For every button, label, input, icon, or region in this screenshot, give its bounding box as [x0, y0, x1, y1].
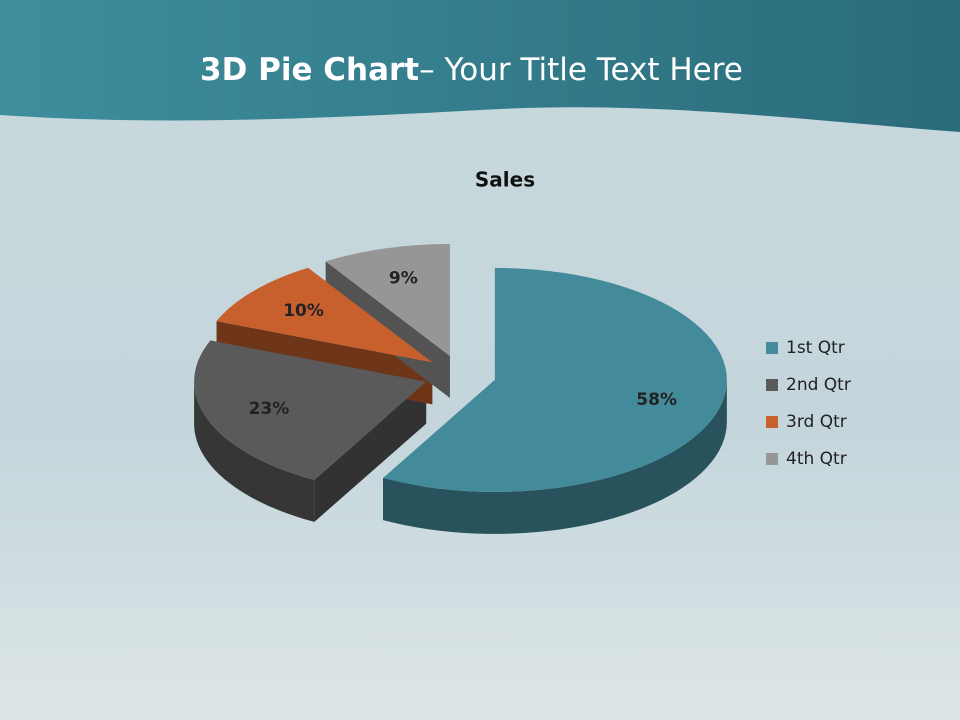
slice	[383, 267, 727, 492]
data-labels: 58% 23% 10% 9%	[249, 269, 677, 419]
title-rest: – Your Title Text Here	[419, 52, 743, 88]
legend-label: 3rd Qtr	[786, 412, 847, 432]
legend-swatch	[766, 416, 778, 428]
slice-outer-wall	[383, 379, 727, 534]
pie: 58% 23% 10% 9%	[194, 243, 727, 534]
legend-label: 2nd Qtr	[786, 375, 851, 395]
data-label: 58%	[636, 390, 677, 410]
title-band	[0, 0, 960, 132]
slice	[216, 267, 433, 363]
title-bold: 3D Pie Chart	[200, 52, 419, 88]
data-label: 10%	[283, 301, 324, 321]
data-label: 23%	[249, 399, 290, 419]
slice	[194, 340, 427, 480]
legend-swatch	[766, 379, 778, 391]
chart-title: Sales	[475, 168, 535, 192]
legend-swatch	[766, 453, 778, 465]
slice	[325, 243, 450, 356]
legend-label: 1st Qtr	[786, 338, 845, 358]
legend-swatch	[766, 342, 778, 354]
slide-title: 3D Pie Chart– Your Title Text Here	[200, 52, 743, 88]
data-label: 9%	[389, 269, 418, 289]
legend: 1st Qtr 2nd Qtr 3rd Qtr 4th Qtr	[766, 338, 851, 469]
legend-label: 4th Qtr	[786, 449, 847, 469]
slice-outer-wall	[194, 381, 315, 522]
slice-tops	[194, 243, 727, 492]
